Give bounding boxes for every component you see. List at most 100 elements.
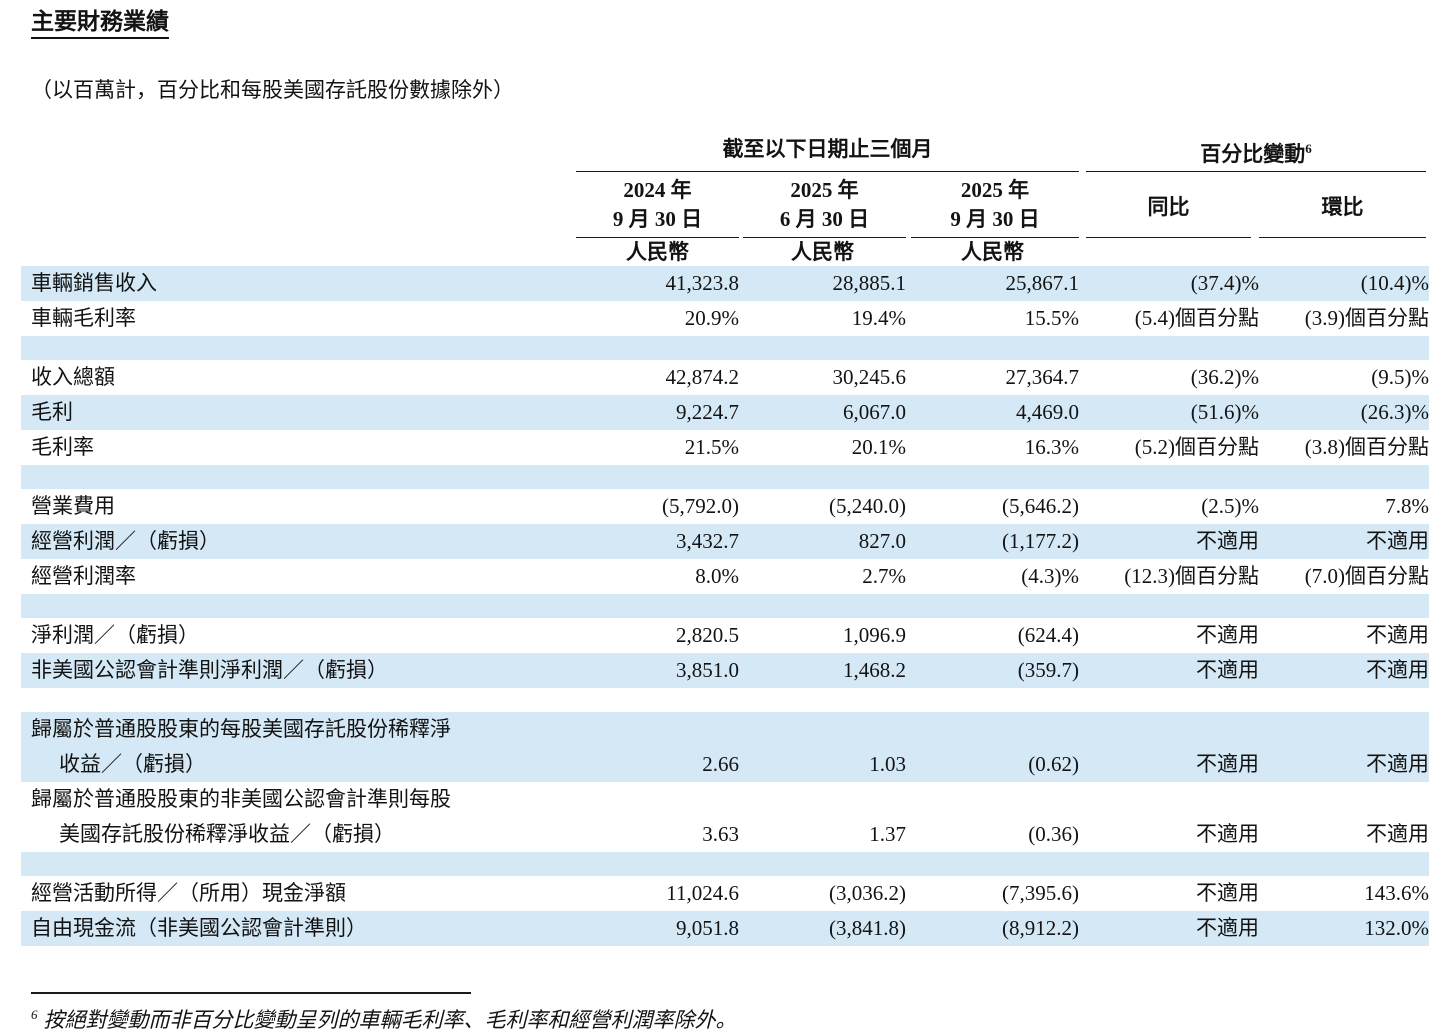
table-row: 毛利 9,224.7 6,067.0 4,469.0 (51.6)% (26.3… (21, 395, 1429, 430)
cell-value: 不適用 (1196, 623, 1259, 647)
row-label: 經營利潤率 (31, 564, 136, 588)
cell-value: (37.4)% (1190, 271, 1259, 295)
cell-value: 21.5% (684, 435, 739, 459)
row-label: 經營利潤／（虧損） (31, 529, 220, 553)
cell-value: (5.4)個百分點 (1134, 306, 1259, 330)
table-group-header-row: 截至以下日期止三個月 百分比變動6 (21, 135, 1429, 172)
cell-value: 不適用 (1196, 881, 1259, 905)
cell-value: (5.2)個百分點 (1134, 435, 1259, 459)
cell-value: 不適用 (1366, 752, 1429, 776)
spacer-row (21, 336, 1429, 360)
cell-value: (0.36) (1028, 822, 1079, 846)
cell-value: 20.9% (684, 306, 739, 330)
cell-value: 41,323.8 (665, 271, 740, 295)
cell-value: 827.0 (858, 529, 906, 553)
cell-value: 3,851.0 (676, 658, 739, 682)
cell-value: 30,245.6 (832, 365, 907, 389)
cell-value: (36.2)% (1190, 365, 1259, 389)
table-row: 淨利潤／（虧損） 2,820.5 1,096.9 (624.4) 不適用 不適用 (21, 618, 1429, 653)
cell-value: 15.5% (1024, 306, 1079, 330)
cell-value: 132.0% (1364, 916, 1429, 940)
row-label: 營業費用 (31, 494, 115, 518)
cell-value: 42,874.2 (665, 365, 740, 389)
table-row: 歸屬於普通股股東的非美國公認會計準則每股 美國存託股份稀釋淨收益／（虧損） 3.… (21, 782, 1429, 852)
cell-value: 4,469.0 (1016, 400, 1079, 424)
row-label: 車輛毛利率 (31, 306, 136, 330)
cell-value: 2,820.5 (676, 623, 739, 647)
cell-value: (7.0)個百分點 (1304, 564, 1429, 588)
row-label: 毛利 (31, 400, 73, 424)
label-column-spacer (21, 135, 576, 172)
row-label: 歸屬於普通股股東的每股美國存託股份稀釋淨 (31, 717, 451, 741)
table-row: 車輛毛利率 20.9% 19.4% 15.5% (5.4)個百分點 (3.9)個… (21, 301, 1429, 336)
cell-value: (3.9)個百分點 (1304, 306, 1429, 330)
cell-value: 不適用 (1196, 529, 1259, 553)
cell-value: 不適用 (1366, 623, 1429, 647)
currency-label: 人民幣 (961, 240, 1024, 264)
units-note: （以百萬計，百分比和每股美國存託股份數據除外） (31, 78, 514, 102)
cell-value: 1,096.9 (843, 623, 906, 647)
cell-value: 不適用 (1366, 822, 1429, 846)
cell-value: (8,912.2) (1002, 916, 1079, 940)
row-label: 車輛銷售收入 (31, 271, 157, 295)
column-header-2024-09-30: 2024 年 9 月 30 日 (576, 174, 739, 238)
financial-results-document: 主要財務業績 （以百萬計，百分比和每股美國存託股份數據除外） 截至以下日期止三個… (21, 8, 1429, 1034)
table-row: 非美國公認會計準則淨利潤／（虧損） 3,851.0 1,468.2 (359.7… (21, 653, 1429, 688)
cell-value: (10.4)% (1360, 271, 1429, 295)
table-row: 收入總額 42,874.2 30,245.6 27,364.7 (36.2)% … (21, 360, 1429, 395)
cell-value: (624.4) (1017, 623, 1079, 647)
column-header-2025-09-30: 2025 年 9 月 30 日 (911, 174, 1079, 238)
cell-value: 9,224.7 (676, 400, 739, 424)
cell-value: (5,646.2) (1002, 494, 1079, 518)
cell-value: 1.37 (869, 822, 906, 846)
cell-value: (3.8)個百分點 (1304, 435, 1429, 459)
cell-value: 不適用 (1196, 916, 1259, 940)
spacer-row (21, 688, 1429, 712)
cell-value: (4.3)% (1021, 564, 1079, 588)
cell-value: 1,468.2 (843, 658, 906, 682)
spacer-row (21, 465, 1429, 489)
row-label: 經營活動所得／（所用）現金淨額 (31, 881, 346, 905)
table-row: 車輛銷售收入 41,323.8 28,885.1 25,867.1 (37.4)… (21, 266, 1429, 301)
cell-value: 9,051.8 (676, 916, 739, 940)
row-label: 歸屬於普通股股東的非美國公認會計準則每股 (31, 787, 451, 811)
cell-value: (51.6)% (1190, 400, 1259, 424)
cell-value: 27,364.7 (1005, 365, 1080, 389)
currency-label: 人民幣 (626, 240, 689, 264)
cell-value: 不適用 (1196, 822, 1259, 846)
cell-value: 11,024.6 (666, 881, 739, 905)
table-row: 營業費用 (5,792.0) (5,240.0) (5,646.2) (2.5)… (21, 489, 1429, 524)
footnote: 6 按絕對變動而非百分比變動呈列的車輛毛利率、毛利率和經營利潤率除外。 (21, 1001, 1429, 1034)
row-label: 收入總額 (31, 365, 115, 389)
change-group-header: 百分比變動6 (1086, 135, 1426, 172)
period-group-header: 截至以下日期止三個月 (576, 135, 1079, 172)
footnote-divider (31, 992, 471, 994)
cell-value: (2.5)% (1201, 494, 1259, 518)
row-label: 自由現金流（非美國公認會計準則） (31, 916, 367, 940)
cell-value: 19.4% (851, 306, 906, 330)
cell-value: 3,432.7 (676, 529, 739, 553)
label-column-spacer (21, 174, 576, 238)
cell-value: 25,867.1 (1005, 271, 1080, 295)
cell-value: (3,036.2) (829, 881, 906, 905)
cell-value: 不適用 (1196, 752, 1259, 776)
cell-value: (5,792.0) (662, 494, 739, 518)
cell-value: (7,395.6) (1002, 881, 1079, 905)
cell-value: (5,240.0) (829, 494, 906, 518)
cell-value: 2.7% (862, 564, 906, 588)
column-header-qoq: 環比 (1259, 174, 1426, 238)
table-row: 自由現金流（非美國公認會計準則） 9,051.8 (3,841.8) (8,91… (21, 911, 1429, 946)
spacer-row (21, 852, 1429, 876)
footnote-marker: 6 (31, 1007, 38, 1022)
cell-value: (3,841.8) (829, 916, 906, 940)
cell-value: (9.5)% (1371, 365, 1429, 389)
cell-value: 1.03 (869, 752, 906, 776)
cell-value: (0.62) (1028, 752, 1079, 776)
table-body: 車輛銷售收入 41,323.8 28,885.1 25,867.1 (37.4)… (21, 266, 1429, 946)
table-row: 經營利潤／（虧損） 3,432.7 827.0 (1,177.2) 不適用 不適… (21, 524, 1429, 559)
cell-value: 3.63 (702, 822, 739, 846)
label-column-spacer (21, 238, 576, 266)
cell-value: (26.3)% (1360, 400, 1429, 424)
cell-value: 不適用 (1366, 529, 1429, 553)
row-label-line2: 收益／（虧損） (59, 752, 206, 776)
